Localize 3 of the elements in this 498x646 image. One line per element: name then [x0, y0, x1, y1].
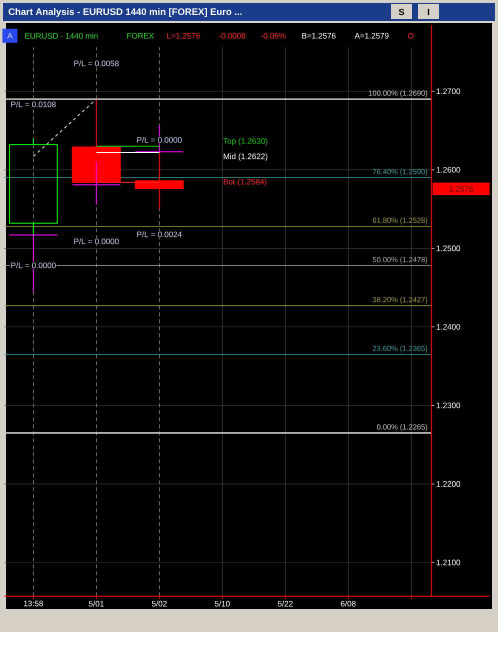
chart-title: Chart Analysis - EURUSD 1440 min [FOREX] Euro ...: [8, 8, 242, 17]
text: S: [398, 8, 404, 16]
text: I: [428, 8, 430, 16]
